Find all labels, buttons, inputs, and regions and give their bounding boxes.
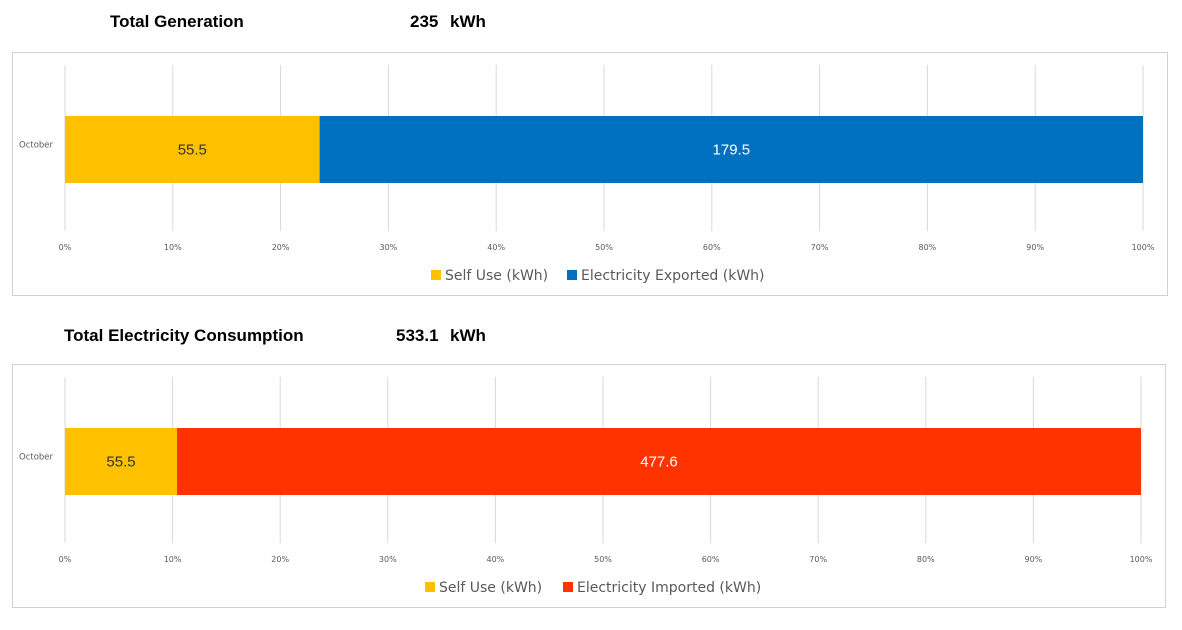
consumption-x-tick-label: 40% xyxy=(487,555,505,564)
consumption-x-tick-label: 30% xyxy=(379,555,397,564)
generation-x-tick-label: 30% xyxy=(380,243,398,252)
generation-bar-grid xyxy=(319,116,1143,183)
generation-x-tick-label: 10% xyxy=(164,243,182,252)
generation-x-tick-label: 100% xyxy=(1132,243,1155,252)
consumption-x-tick-label: 50% xyxy=(594,555,612,564)
generation-chart: 0% 10% 20% 30% 40% 50% 60% 70% 80% 90% 100% October… xyxy=(12,52,1168,296)
consumption-x-tick-label: 60% xyxy=(702,555,720,564)
generation-data-label: 179.5 xyxy=(713,142,751,159)
generation-chart-svg: 0% 10% 20% 30% 40% 50% 60% 70% 80% 90% 100% October… xyxy=(19,65,1155,284)
generation-title: Total Generation xyxy=(110,12,244,31)
consumption-category-label: October xyxy=(19,453,54,463)
consumption-data-label: 55.5 xyxy=(106,454,135,471)
generation-x-tick-label: 70% xyxy=(811,243,829,252)
generation-legend-swatch xyxy=(567,270,577,280)
consumption-legend-swatch xyxy=(563,582,573,592)
consumption-legend-label: Self Use (kWh) xyxy=(439,580,542,596)
consumption-title: Total Electricity Consumption xyxy=(64,326,304,345)
generation-x-tick-label: 80% xyxy=(919,243,937,252)
generation-legend-swatch xyxy=(431,270,441,280)
consumption-legend-swatch xyxy=(425,582,435,592)
generation-data-label: 55.5 xyxy=(178,142,207,159)
consumption-total-value: 533.1 xyxy=(396,326,439,345)
generation-x-tick-label: 50% xyxy=(595,243,613,252)
consumption-total-unit: kWh xyxy=(450,326,486,345)
generation-x-tick-label: 20% xyxy=(272,243,290,252)
consumption-x-tick-label: 100% xyxy=(1130,555,1153,564)
consumption-x-tick-label: 70% xyxy=(809,555,827,564)
generation-total-value: 235 xyxy=(410,12,439,31)
generation-total-unit: kWh xyxy=(450,12,486,31)
consumption-bar-self-use xyxy=(65,428,178,495)
generation-legend-label: Self Use (kWh) xyxy=(445,268,548,284)
generation-bar-self-use xyxy=(65,116,320,183)
consumption-x-tick-label: 20% xyxy=(271,555,289,564)
generation-x-tick-label: 60% xyxy=(703,243,721,252)
consumption-chart: 0% 10% 20% 30% 40% 50% 60% 70% 80% 90% 100% October… xyxy=(12,364,1166,608)
consumption-legend-label: Electricity Imported (kWh) xyxy=(577,580,761,596)
consumption-chart-svg: 0% 10% 20% 30% 40% 50% 60% 70% 80% 90% 100% October… xyxy=(19,377,1153,596)
consumption-x-tick-label: 10% xyxy=(164,555,182,564)
consumption-x-tick-label: 90% xyxy=(1025,555,1043,564)
consumption-x-tick-label: 0% xyxy=(59,555,72,564)
consumption-bar-grid xyxy=(177,428,1141,495)
generation-category-label: October xyxy=(19,141,54,151)
generation-x-tick-label: 0% xyxy=(59,243,72,252)
generation-legend-label: Electricity Exported (kWh) xyxy=(581,268,765,284)
generation-x-tick-label: 90% xyxy=(1026,243,1044,252)
consumption-x-tick-label: 80% xyxy=(917,555,935,564)
consumption-data-label: 477.6 xyxy=(640,454,678,471)
generation-x-tick-label: 40% xyxy=(487,243,505,252)
